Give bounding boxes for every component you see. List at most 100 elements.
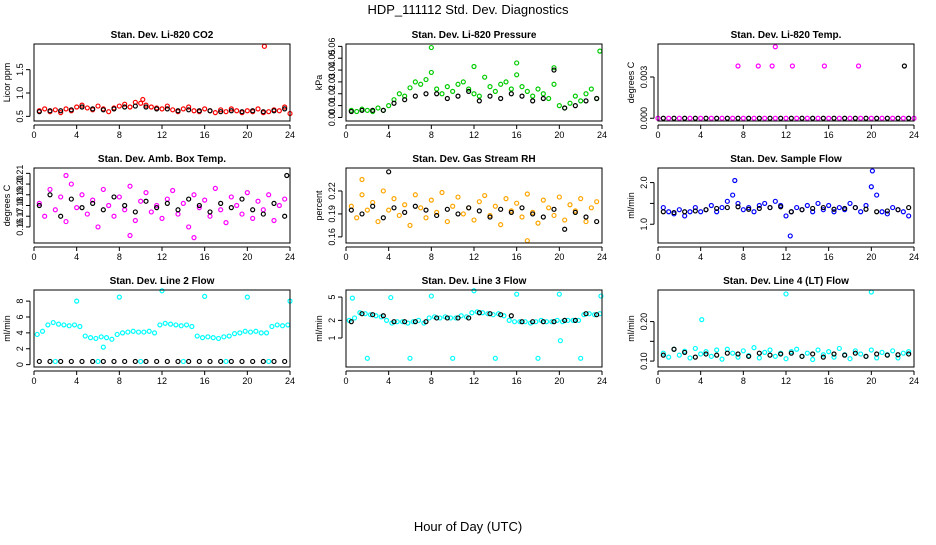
data-point bbox=[831, 209, 837, 215]
data-point bbox=[242, 328, 248, 334]
data-point bbox=[402, 202, 408, 208]
data-point bbox=[746, 353, 752, 359]
data-point bbox=[660, 115, 666, 121]
x-tick-label: 0 bbox=[31, 130, 36, 140]
panel-ylabel: Licor ppm bbox=[2, 63, 12, 103]
data-point bbox=[562, 105, 568, 111]
y-tick-label: 1.0 bbox=[639, 218, 649, 231]
x-tick-label: 24 bbox=[909, 376, 919, 386]
panel-title: Stan. Dev. Li-820 CO2 bbox=[111, 30, 214, 41]
data-point bbox=[575, 317, 582, 323]
data-point bbox=[58, 109, 64, 116]
data-point bbox=[255, 106, 261, 112]
panel-title: Stan. Dev. Gas Stream RH bbox=[412, 154, 535, 165]
data-point bbox=[666, 209, 672, 215]
x-tick-label: 16 bbox=[200, 376, 210, 386]
data-point bbox=[407, 355, 413, 361]
x-tick-label: 24 bbox=[909, 252, 919, 262]
data-point bbox=[874, 115, 880, 121]
data-point bbox=[148, 209, 154, 215]
data-point bbox=[100, 207, 106, 213]
data-point bbox=[719, 115, 725, 121]
data-point bbox=[895, 115, 901, 121]
data-point bbox=[210, 335, 216, 341]
data-point bbox=[380, 215, 386, 221]
data-point bbox=[583, 214, 589, 220]
data-point bbox=[140, 96, 146, 103]
data-point bbox=[428, 69, 434, 76]
y-tick-label: 2 bbox=[15, 346, 25, 351]
data-point bbox=[391, 100, 397, 106]
data-point bbox=[423, 91, 429, 97]
data-point bbox=[879, 349, 885, 355]
data-point bbox=[895, 207, 901, 213]
data-point bbox=[847, 356, 853, 362]
data-point bbox=[514, 72, 520, 78]
data-point bbox=[106, 202, 112, 209]
data-point bbox=[109, 336, 115, 342]
data-point bbox=[180, 106, 186, 112]
plot-frame bbox=[657, 43, 915, 122]
data-point bbox=[434, 315, 440, 321]
y-tick-label: 4 bbox=[15, 330, 25, 335]
y-tick-label: 6 bbox=[15, 314, 25, 319]
data-point bbox=[127, 104, 133, 110]
data-point bbox=[471, 63, 477, 70]
x-tick-label: 20 bbox=[554, 376, 564, 386]
data-point bbox=[699, 317, 705, 323]
data-point bbox=[810, 205, 816, 212]
data-point bbox=[444, 315, 450, 321]
x-tick-label: 0 bbox=[31, 376, 36, 386]
y-tick-label: 2.0 bbox=[639, 176, 649, 189]
data-point bbox=[444, 218, 450, 225]
data-point bbox=[551, 319, 557, 325]
x-tick-label: 0 bbox=[655, 252, 660, 262]
data-point bbox=[703, 207, 709, 213]
data-point bbox=[868, 184, 874, 190]
data-point bbox=[167, 321, 174, 327]
data-point bbox=[735, 63, 741, 69]
data-point bbox=[868, 289, 874, 295]
data-point bbox=[687, 115, 693, 121]
x-tick-label: 16 bbox=[200, 252, 210, 262]
data-point bbox=[906, 351, 912, 357]
data-point bbox=[266, 192, 272, 198]
data-point bbox=[111, 106, 117, 112]
data-point bbox=[884, 352, 890, 358]
data-point bbox=[517, 319, 523, 325]
data-point bbox=[218, 200, 224, 206]
data-point bbox=[842, 115, 848, 121]
data-point bbox=[578, 196, 584, 202]
data-point bbox=[466, 315, 472, 321]
data-point bbox=[460, 79, 466, 85]
x-tick-label: 24 bbox=[285, 252, 295, 262]
data-point bbox=[591, 312, 598, 318]
data-point bbox=[250, 358, 256, 365]
data-point bbox=[271, 200, 277, 206]
data-point bbox=[162, 320, 168, 326]
series-hourly bbox=[660, 63, 912, 121]
data-point bbox=[535, 86, 541, 92]
data-point bbox=[36, 200, 42, 206]
x-tick-label: 16 bbox=[824, 252, 834, 262]
data-point bbox=[42, 106, 48, 112]
data-point bbox=[594, 199, 600, 205]
data-point bbox=[237, 330, 243, 336]
data-point bbox=[52, 207, 58, 213]
data-point bbox=[269, 323, 275, 330]
data-point bbox=[735, 351, 741, 357]
data-point bbox=[901, 63, 908, 69]
y-axis: 0.10 0.20 bbox=[639, 313, 655, 370]
x-tick-label: 8 bbox=[429, 130, 434, 140]
data-point bbox=[831, 354, 837, 360]
data-point bbox=[244, 190, 250, 196]
data-point bbox=[271, 108, 277, 114]
data-point bbox=[122, 104, 128, 110]
x-tick-label: 4 bbox=[74, 130, 79, 140]
data-point bbox=[498, 312, 504, 318]
y-tick-label: 0.19 bbox=[327, 205, 337, 223]
data-point bbox=[351, 315, 358, 321]
data-point bbox=[239, 211, 245, 217]
plot-frame bbox=[33, 43, 291, 122]
data-point bbox=[842, 205, 848, 212]
